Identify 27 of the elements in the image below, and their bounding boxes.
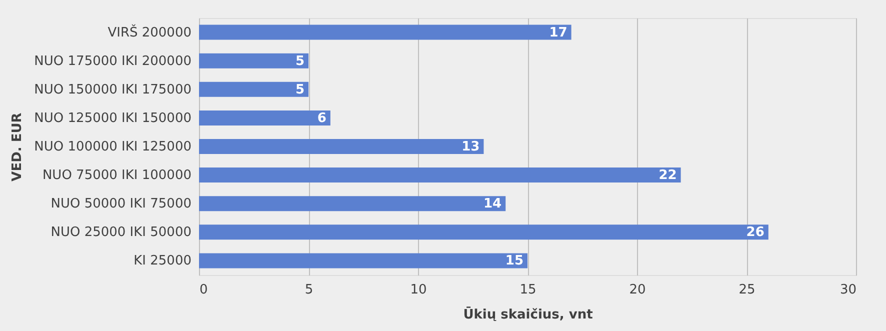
x-tick-label: 0 xyxy=(200,282,208,298)
data-label: 14 xyxy=(484,196,502,212)
y-tick-label: NUO 125000 IKI 150000 xyxy=(34,110,192,126)
y-axis-title: VED. EUR xyxy=(10,112,26,182)
x-tick-label: 5 xyxy=(304,282,314,298)
y-tick-label: KI 25000 xyxy=(134,254,192,269)
x-tick-label: 15 xyxy=(520,282,536,298)
y-tick-label: NUO 75000 IKI 100000 xyxy=(42,168,192,184)
data-label: 22 xyxy=(658,168,677,184)
y-tick-label: NUO 25000 IKI 50000 xyxy=(50,225,192,240)
data-label: 13 xyxy=(462,140,480,154)
y-tick-label: NUO 175000 IKI 200000 xyxy=(34,54,192,69)
x-tick-label: 20 xyxy=(629,282,646,298)
data-label: 5 xyxy=(295,82,304,98)
data-label: 6 xyxy=(317,110,326,126)
y-tick-label: NUO 150000 IKI 175000 xyxy=(34,82,192,98)
data-label: 15 xyxy=(505,254,524,269)
x-tick-label: 25 xyxy=(738,282,756,298)
x-axis-title: Ūkių skaičius, vnt xyxy=(463,306,593,322)
data-label: 26 xyxy=(746,225,764,240)
y-tick-label: NUO 100000 IKI 125000 xyxy=(34,140,192,154)
x-tick-label: 10 xyxy=(410,282,427,298)
x-tick-label: 30 xyxy=(840,282,856,298)
data-label: 5 xyxy=(295,54,304,69)
y-tick-label: NUO 50000 IKI 75000 xyxy=(50,196,192,212)
y-tick-label: VIRŠ 200000 xyxy=(108,23,192,40)
data-label: 17 xyxy=(549,25,568,40)
